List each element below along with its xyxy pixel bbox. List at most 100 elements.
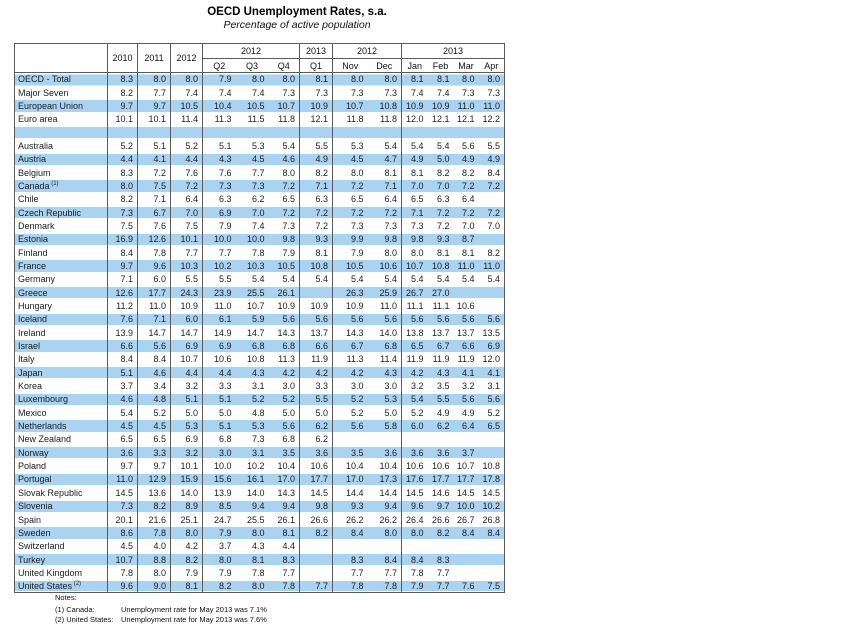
table-cell: 7.5: [107, 219, 138, 233]
table-cell: 6.4: [453, 419, 479, 433]
table-cell: 3.4: [137, 379, 171, 393]
table-row: Sweden 8.6 7.8 8.0 7.9 8.0 8.1 8.2 8.4 8.0 8.0 8.2 8…: [14, 526, 505, 540]
table-cell: [235, 125, 269, 140]
table-cell: 7.7: [170, 245, 203, 260]
table-cell: 7.2: [453, 205, 479, 220]
table-cell: 10.7: [107, 552, 138, 567]
table-cell: 14.9: [202, 326, 236, 340]
table-cell: [454, 540, 479, 553]
table-cell: 9.4: [367, 499, 402, 513]
table-cell: 7.6: [137, 219, 171, 233]
table-cell: 7.2: [478, 205, 505, 220]
table-cell: [401, 539, 428, 553]
table-cell: 11.8: [332, 112, 368, 126]
table-row: Israel 6.6 5.6 6.9 6.9 6.8 6.8 6.6 6.7 6.8 6.5 6.7 6…: [14, 339, 505, 353]
table-cell: 10.5: [235, 99, 269, 113]
row-label: Turkey: [14, 552, 108, 567]
table-cell: 26.2: [379, 514, 398, 525]
row-label: France: [14, 259, 108, 273]
table-cell: 3.0: [332, 379, 368, 393]
table-cell: 6.3: [202, 192, 236, 206]
table-cell: 7.0: [462, 220, 475, 231]
table-cell: 10.1: [137, 112, 171, 126]
row-label: Greece: [14, 286, 108, 300]
table-cell: 5.4: [251, 274, 265, 285]
table-cell: 5.9: [235, 312, 269, 327]
table-cell: 11.8: [278, 114, 296, 125]
table-cell: 7.1: [367, 179, 402, 193]
table-cell: 5.5: [170, 272, 203, 286]
table-cell: 4.8: [137, 392, 171, 407]
row-label: Switzerland: [18, 541, 65, 552]
table-cell: 7.3: [107, 499, 138, 513]
table-cell: 7.9: [401, 579, 428, 593]
table-cell: 5.4: [332, 272, 368, 286]
table-row: Czech Republic 7.3 6.7 7.0 6.9 7.0 7.2 7.2 7.2 7.…: [14, 205, 505, 220]
table-cell: 9.7: [107, 459, 138, 473]
table-cell: 6.2: [299, 419, 333, 433]
table-row: [14, 125, 505, 140]
table-cell: 6.9: [478, 339, 505, 353]
note-item: (2) United States: Unemployment rate for…: [55, 615, 267, 625]
row-label: Mexico: [18, 407, 47, 418]
table-cell: 7.9: [170, 566, 203, 580]
table-cell: 11.3: [332, 352, 368, 367]
col-header-q1: Q1: [299, 58, 333, 73]
table-cell: 8.0: [170, 526, 203, 540]
table-cell: 7.5: [478, 579, 505, 593]
table-cell: 7.7: [251, 167, 265, 178]
table-cell: 10.6: [202, 352, 236, 367]
table-cell: 9.7: [137, 99, 171, 113]
table-cell: 4.9: [462, 407, 475, 418]
table-cell: 8.2: [299, 165, 333, 180]
table-cell: 7.3: [384, 87, 398, 98]
table-cell: 7.6: [202, 165, 236, 180]
table-cell: 4.4: [282, 541, 296, 552]
table-cell: 10.7: [268, 99, 300, 113]
note-text: Unemployment rate for May 2013 was 7.1%: [121, 605, 267, 614]
table-cell: 11.0: [453, 99, 479, 113]
table-cell: 17.8: [478, 472, 505, 487]
table-cell: [428, 540, 454, 553]
table-cell: 5.4: [282, 140, 296, 151]
table-row: Belgium 8.3 7.2 7.6 7.6 7.7 8.0 8.2 8.0 8.1 8.1 8.2…: [15, 165, 505, 180]
table-cell: [427, 125, 454, 140]
table-cell: 13.8: [401, 326, 428, 340]
table-cell: 25.5: [246, 514, 265, 525]
table-cell: 8.2: [170, 552, 203, 567]
table-cell: 6.4: [384, 194, 398, 205]
table-cell: 13.9: [107, 326, 138, 340]
table-cell: [332, 125, 368, 140]
page-subtitle: Percentage of active population: [223, 19, 371, 31]
table-cell: 9.6: [401, 499, 428, 513]
table-cell: 8.4: [453, 526, 479, 540]
table-cell: 7.3: [202, 179, 236, 193]
table-row: Euro area 10.1 10.1 11.4 11.3 11.5 11.8 12.1 11.…: [15, 112, 505, 126]
table-row: Portugal 11.0 12.9 15.9 15.6 16.1 17.0 17.7 17.0…: [14, 472, 505, 487]
table-row: Austria 4.4 4.1 4.4 4.3 4.5 4.6 4.9 4.5 4.7 4.9 5.0…: [14, 152, 505, 166]
table-cell: 5.0: [384, 407, 398, 418]
table-cell: 4.5: [107, 419, 138, 433]
table-cell: 4.3: [202, 152, 236, 166]
table-cell: 5.0: [427, 152, 454, 166]
table-cell: 7.9: [202, 219, 236, 233]
table-cell: 17.0: [332, 472, 368, 487]
table-cell: 17.7: [137, 286, 171, 300]
table-cell: 5.3: [170, 419, 203, 433]
table-cell: 10.5: [170, 99, 203, 113]
table-cell: 11.1: [432, 301, 450, 312]
table-cell: 9.4: [268, 499, 300, 513]
table-cell: [268, 125, 300, 140]
table-cell: 4.9: [401, 152, 428, 166]
table-cell: 7.2: [437, 220, 450, 231]
table-row: Luxembourg 4.6 4.8 5.1 5.1 5.2 5.2 5.5 5.2 5.3 5.4…: [14, 392, 505, 407]
table-cell: 5.6: [453, 392, 479, 407]
table-cell: 4.8: [251, 407, 265, 418]
table-cell: 10.4: [332, 459, 368, 473]
table-cell: 24.7: [202, 512, 236, 527]
table-cell: 12.6: [137, 232, 171, 246]
table-cell: 8.4: [107, 352, 138, 367]
table-cell: 7.2: [367, 205, 402, 220]
table-cell: 14.3: [277, 327, 296, 338]
table-cell: 7.1: [299, 179, 333, 193]
